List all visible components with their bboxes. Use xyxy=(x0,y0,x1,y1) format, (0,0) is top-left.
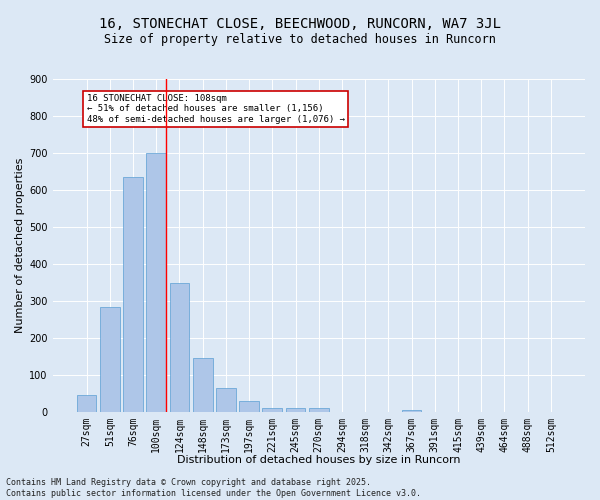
Bar xyxy=(77,396,97,412)
Bar xyxy=(216,388,236,412)
X-axis label: Distribution of detached houses by size in Runcorn: Distribution of detached houses by size … xyxy=(177,455,461,465)
Bar xyxy=(402,410,421,412)
Bar xyxy=(193,358,212,412)
Text: Contains HM Land Registry data © Crown copyright and database right 2025.
Contai: Contains HM Land Registry data © Crown c… xyxy=(6,478,421,498)
Bar xyxy=(123,177,143,412)
Text: 16 STONECHAT CLOSE: 108sqm
← 51% of detached houses are smaller (1,156)
48% of s: 16 STONECHAT CLOSE: 108sqm ← 51% of deta… xyxy=(86,94,344,124)
Y-axis label: Number of detached properties: Number of detached properties xyxy=(15,158,25,333)
Bar xyxy=(146,153,166,412)
Bar xyxy=(100,306,119,412)
Bar xyxy=(262,408,282,412)
Text: Size of property relative to detached houses in Runcorn: Size of property relative to detached ho… xyxy=(104,32,496,46)
Bar xyxy=(286,408,305,412)
Bar xyxy=(170,282,190,412)
Text: 16, STONECHAT CLOSE, BEECHWOOD, RUNCORN, WA7 3JL: 16, STONECHAT CLOSE, BEECHWOOD, RUNCORN,… xyxy=(99,18,501,32)
Bar xyxy=(309,408,329,412)
Bar xyxy=(239,401,259,412)
